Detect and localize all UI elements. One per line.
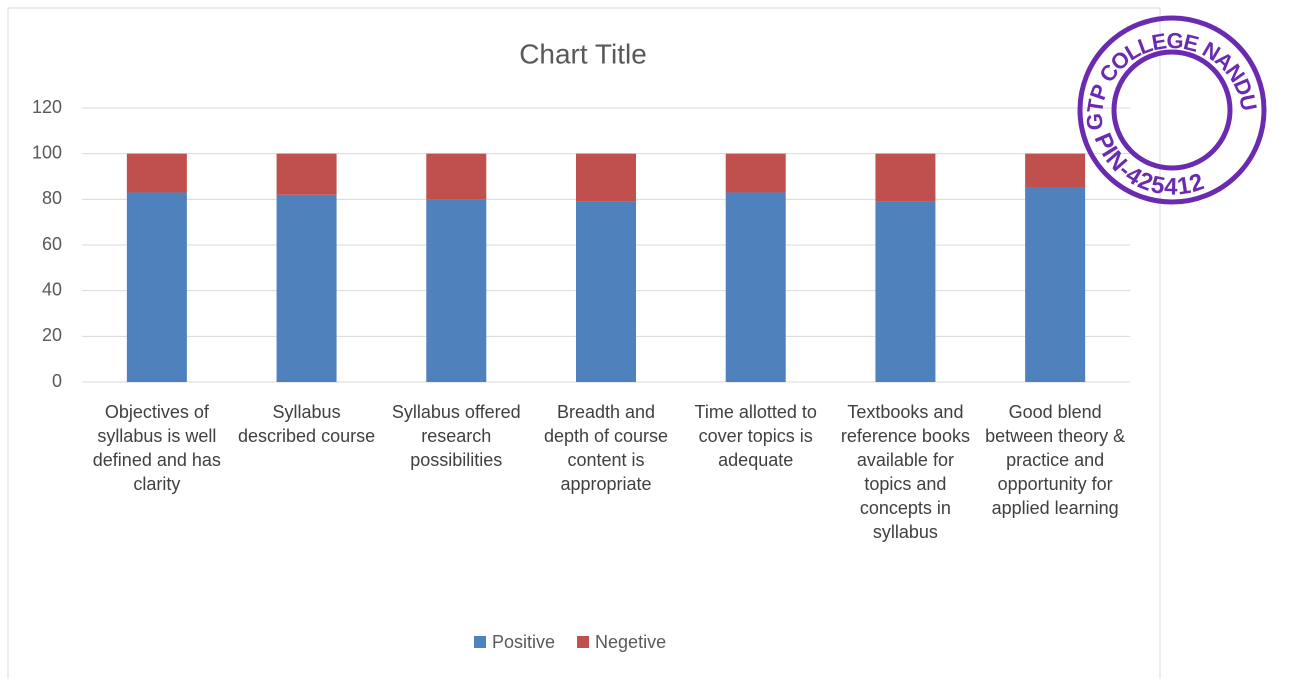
bar-segment [1025,153,1086,188]
stamp-ring [1111,49,1233,171]
y-tick-label: 40 [42,279,62,299]
chart-title: Chart Title [519,38,647,69]
bar-segment [875,201,936,382]
legend-swatch [577,636,590,648]
x-tick-label: Textbooks and reference books available … [840,402,970,542]
bar-segment [276,194,337,382]
y-tick-label: 120 [32,97,62,117]
y-tick-label: 0 [52,371,62,391]
bar-segment [576,201,636,382]
y-tick-label: 80 [42,188,62,208]
legend-label: Positive [492,632,555,652]
y-tick-label: 60 [42,234,62,254]
x-tick-label: Syllabus offered research possibilities [391,402,521,470]
y-tick-label: 100 [32,142,62,162]
x-tick-label: Breadth and depth of course content is a… [543,402,669,494]
bar-segment [426,199,487,382]
bar-segment [276,153,337,195]
legend-label: Negetive [595,632,666,652]
bar-segment [426,153,487,200]
x-tick-label: Syllabus described course [238,402,376,446]
x-tick-label: Good blend between theory & practice and… [985,402,1126,518]
legend-swatch [474,636,486,648]
x-tick-label: Objectives of syllabus is well defined a… [92,402,221,494]
bar-segment [126,192,187,382]
y-tick-label: 20 [42,325,62,345]
bar-segment [875,153,936,202]
bar-segment [126,153,187,193]
bar-segment [576,153,636,202]
bar-segment [725,153,786,193]
bar-segment [725,192,786,382]
x-tick-label: Time allotted to cover topics is adequat… [694,402,817,470]
bar-segment [1025,187,1086,382]
stamp-ring [1077,15,1267,205]
